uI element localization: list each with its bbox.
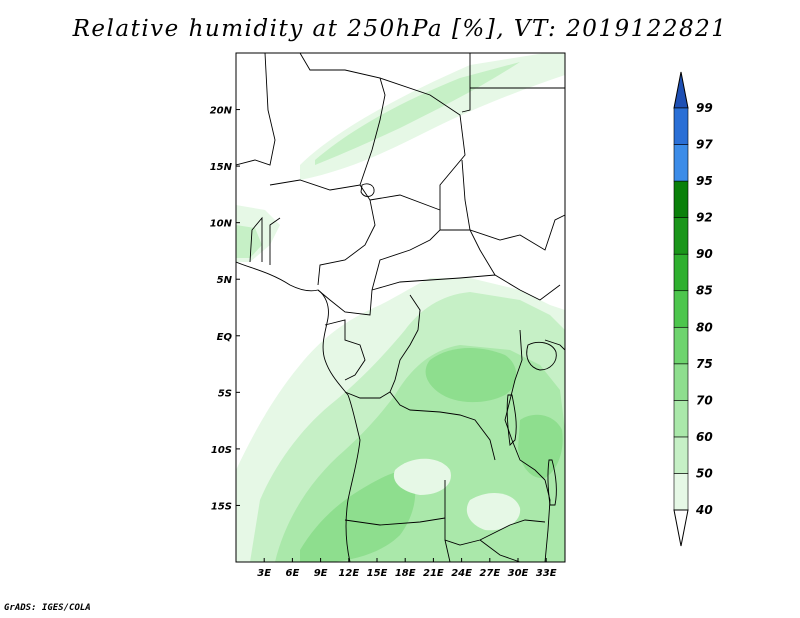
- border-namibia: [444, 539, 451, 562]
- map-boundaries: [236, 53, 565, 562]
- lat-tick-label: EQ: [217, 332, 233, 343]
- lat-tick-label: 10S: [211, 445, 232, 456]
- map-frame: [235, 52, 566, 563]
- colorbar-segment: [673, 217, 689, 255]
- border-sudan-ssudan: [440, 214, 565, 251]
- moist-band-sahara: [300, 53, 565, 180]
- coastline: [236, 261, 361, 562]
- border-drc-east: [504, 329, 546, 481]
- colorbar-segment: [673, 144, 689, 182]
- colorbar-top-arrow: [673, 71, 689, 109]
- dry-patch-1: [393, 458, 451, 495]
- moist-patch-congo: [425, 348, 517, 403]
- colorbar-segment: [673, 180, 689, 218]
- lon-tick-label: 15E: [367, 568, 388, 579]
- border-cameroon: [317, 289, 373, 316]
- moist-patch-west-core: [236, 225, 262, 258]
- border-tanzania: [544, 339, 565, 351]
- map-title: Relative humidity at 250hPa [%], VT: 201…: [72, 16, 728, 42]
- lake-tanganyika: [506, 394, 517, 446]
- lat-tick-label: 15S: [211, 501, 232, 512]
- lat-tick-label: 10N: [210, 219, 233, 230]
- lon-tick-label: 30E: [508, 568, 529, 579]
- lat-tick-label: 5N: [217, 275, 233, 286]
- lon-tick-label: 27E: [479, 568, 500, 579]
- colorbar-label: 40: [695, 503, 713, 517]
- border-nigeria: [269, 179, 376, 286]
- colorbar-label: 50: [696, 466, 713, 480]
- colorbar-label: 85: [696, 284, 713, 298]
- border-zimbabwe: [479, 539, 521, 562]
- border-ghana: [249, 216, 263, 263]
- border-angola-north: [344, 391, 496, 461]
- colorbar-label: 99: [696, 101, 713, 115]
- colorbar-label: 70: [696, 393, 713, 407]
- colorbar-label: 95: [696, 174, 713, 188]
- border-mozambique: [544, 479, 551, 562]
- lake-malawi: [547, 459, 557, 506]
- border-ssudan: [519, 284, 561, 301]
- border-west-africa: [236, 53, 276, 166]
- colorbar-segment: [673, 253, 689, 292]
- colorbar-segment: [673, 363, 689, 401]
- colorbar-label: 90: [696, 247, 713, 261]
- border-niger-chad: [369, 194, 441, 291]
- lon-tick-label: 24E: [451, 568, 472, 579]
- dry-ocean-atlantic: [236, 380, 271, 470]
- dry-patch-2: [466, 493, 521, 531]
- lon-tick-label: 6E: [286, 568, 300, 579]
- colorbar-bottom-arrow: [673, 509, 689, 547]
- lat-tick-label: 15N: [210, 162, 233, 173]
- colorbar-label: 97: [696, 138, 713, 152]
- colorbar-label: 80: [696, 320, 713, 334]
- moist-patch-east: [518, 414, 563, 479]
- border-mauritania-mali: [299, 53, 386, 186]
- lat-tick-label: 5S: [218, 388, 232, 399]
- border-sudan-east: [461, 159, 496, 276]
- moist-patch-angola: [300, 470, 416, 562]
- colorbar-segment: [673, 290, 689, 328]
- lat-tick-label: 20N: [210, 106, 233, 117]
- axis-ticks: 3E 6E 9E 12E 15E 18E 21E 24E 27E 30E 33E 20N 15N 10N 5…: [210, 106, 557, 579]
- lon-tick-label: 12E: [338, 568, 359, 579]
- border-car: [371, 274, 521, 291]
- lake-victoria: [526, 341, 557, 371]
- moist-band-sahara-core: [315, 62, 520, 165]
- colorbar-segment: [673, 107, 689, 145]
- border-libya-egypt: [461, 53, 471, 113]
- colorbar-segment: [673, 326, 689, 365]
- border-drc-north: [389, 294, 421, 393]
- colorbar-segment: [673, 436, 689, 474]
- colorbar-label: 92: [696, 211, 713, 225]
- lon-tick-label: 9E: [314, 568, 328, 579]
- border-algeria-niger: [379, 77, 466, 210]
- lon-tick-label: 33E: [536, 568, 557, 579]
- humidity-field: [236, 53, 565, 562]
- colorbar-label: 60: [696, 430, 713, 444]
- credit-text: GrADS: IGES/COLA: [4, 603, 91, 613]
- lon-tick-label: 18E: [395, 568, 416, 579]
- border-benin: [269, 217, 281, 265]
- lon-tick-label: 3E: [257, 568, 271, 579]
- border-angola-south: [344, 517, 446, 526]
- lon-tick-label: 21E: [423, 568, 444, 579]
- colorbar-segment: [673, 400, 689, 438]
- lake-chad: [360, 183, 375, 197]
- colorbar: 40 50 60 70 75 80 85 90 92 95 97 99: [673, 71, 713, 547]
- colorbar-segment: [673, 473, 689, 511]
- border-congo-gabon: [324, 319, 366, 381]
- colorbar-label: 75: [696, 357, 713, 371]
